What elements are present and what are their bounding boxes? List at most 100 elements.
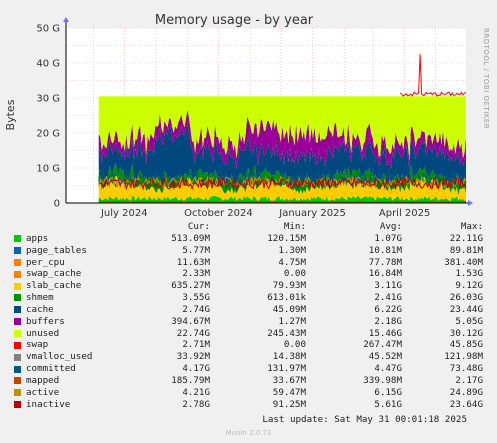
col-max: Max: xyxy=(460,221,483,232)
legend-max: 5.05G xyxy=(455,315,483,327)
legend-cur: 4.17G xyxy=(182,363,210,375)
legend-row-unused: unused 22.74G 245.43M 15.46G 30.12G xyxy=(14,328,486,340)
legend-min: 1.27M xyxy=(278,315,306,327)
legend-row-apps: apps 513.09M 120.15M 1.07G 22.11G xyxy=(14,233,486,245)
legend-max: 9.12G xyxy=(455,280,483,292)
legend-min: 245.43M xyxy=(267,327,306,339)
legend-cur: 2.33M xyxy=(182,268,210,280)
legend-table: Cur: Min: Avg: Max: apps 513.09M 120.15M 1.… xyxy=(14,221,486,411)
legend-name: apps xyxy=(26,232,49,244)
y-tick-label: 50 G xyxy=(36,24,60,35)
legend-max: 1.53G xyxy=(455,268,483,280)
legend-min: 45.09M xyxy=(272,303,306,315)
legend-cur: 2.71M xyxy=(182,339,210,351)
axes xyxy=(63,17,473,206)
y-tick-label: 40 G xyxy=(36,59,60,70)
legend-cur: 635.27M xyxy=(171,280,210,292)
x-tick-label: October 2024 xyxy=(184,208,253,219)
legend-swatch xyxy=(14,401,21,409)
legend-swatch xyxy=(14,341,21,349)
col-min: Min: xyxy=(283,221,306,232)
y-tick-label: 30 G xyxy=(36,94,60,105)
munin-version: Munin 2.0.73 xyxy=(225,429,272,437)
legend-avg: 1.07G xyxy=(374,232,402,244)
legend-swatch xyxy=(14,258,21,266)
legend-name: active xyxy=(26,386,60,398)
x-tick-labels: July 2024 October 2024 January 2025 April 2… xyxy=(100,208,430,219)
legend-avg: 6.15G xyxy=(374,386,402,398)
legend-swatch xyxy=(14,389,21,397)
legend-max: 381.40M xyxy=(444,256,483,268)
legend-swatch xyxy=(14,377,21,385)
legend-min: 1.30M xyxy=(278,244,306,256)
legend-cur: 394.67M xyxy=(171,315,210,327)
legend-avg: 2.41G xyxy=(374,292,402,304)
legend-max: 23.64G xyxy=(449,398,483,410)
area-buffers xyxy=(98,109,466,170)
legend-row-swap-cache: swap_cache 2.33M 0.00 16.84M 1.53G xyxy=(14,268,486,280)
legend-max: 45.85G xyxy=(449,339,483,351)
legend-cur: 22.74G xyxy=(176,327,210,339)
legend-max: 24.89G xyxy=(449,386,483,398)
legend-cur: 2.78G xyxy=(182,398,210,410)
legend-name: shmem xyxy=(26,292,54,304)
legend-swatch xyxy=(14,235,21,243)
legend-cur: 33.92M xyxy=(176,351,210,363)
legend-name: swap xyxy=(26,339,49,351)
legend-max: 26.03G xyxy=(449,292,483,304)
x-tick-label: July 2024 xyxy=(100,208,148,219)
legend-swatch xyxy=(14,306,21,314)
legend-max: 23.44G xyxy=(449,303,483,315)
legend-name: committed xyxy=(26,363,76,375)
legend-swatch xyxy=(14,282,21,290)
legend-swatch xyxy=(14,318,21,326)
y-tick-label: 0 xyxy=(54,199,60,210)
legend-avg: 10.81M xyxy=(368,244,402,256)
legend-min: 120.15M xyxy=(267,232,306,244)
legend-name: unused xyxy=(26,327,60,339)
legend-cur: 5.77M xyxy=(182,244,210,256)
legend-max: 2.17G xyxy=(455,374,483,386)
legend-min: 0.00 xyxy=(283,339,306,351)
legend-max: 89.81M xyxy=(449,244,483,256)
legend-min: 0.00 xyxy=(283,268,306,280)
legend-row-vmalloc-used: vmalloc_used 33.92M 14.38M 45.52M 121.98M xyxy=(14,351,486,363)
line-inactive xyxy=(98,176,467,191)
col-avg: Avg: xyxy=(379,221,402,232)
legend-min: 79.93M xyxy=(272,280,306,292)
legend-name: cache xyxy=(26,303,54,315)
legend-name: buffers xyxy=(26,315,65,327)
legend-cur: 513.09M xyxy=(171,232,210,244)
legend-row-page-tables: page_tables 5.77M 1.30M 10.81M 89.81M xyxy=(14,245,486,257)
legend-max: 121.98M xyxy=(444,351,483,363)
legend-avg: 339.98M xyxy=(363,374,402,386)
rrdtool-credit: RRDTOOL / TOBI OETIKER xyxy=(482,28,490,129)
legend-min: 4.75M xyxy=(278,256,306,268)
legend-avg: 15.46G xyxy=(368,327,402,339)
line-swap xyxy=(399,54,467,97)
legend-min: 91.25M xyxy=(272,398,306,410)
legend-row-swap: swap 2.71M 0.00 267.47M 45.85G xyxy=(14,339,486,351)
chart-title: Memory usage - by year xyxy=(155,13,314,28)
legend-row-per-cpu: per_cpu 11.63M 4.75M 77.78M 381.40M xyxy=(14,257,486,269)
legend-swatch xyxy=(14,365,21,373)
series-areas xyxy=(98,96,466,203)
legend-min: 613.01k xyxy=(267,292,306,304)
legend-header: Cur: Min: Avg: Max: xyxy=(14,221,486,233)
legend-swatch xyxy=(14,353,21,361)
legend-max: 73.48G xyxy=(449,363,483,375)
legend-swatch xyxy=(14,270,21,278)
legend-avg: 2.18G xyxy=(374,315,402,327)
legend-cur: 2.74G xyxy=(182,303,210,315)
legend-swatch xyxy=(14,294,21,302)
legend-avg: 16.84M xyxy=(368,268,402,280)
legend-min: 14.38M xyxy=(272,351,306,363)
last-update: Last update: Sat May 31 00:01:18 2025 xyxy=(262,414,467,425)
legend-avg: 45.52M xyxy=(368,351,402,363)
legend-row-buffers: buffers 394.67M 1.27M 2.18G 5.05G xyxy=(14,316,486,328)
legend-min: 59.47M xyxy=(272,386,306,398)
legend-avg: 3.11G xyxy=(374,280,402,292)
area-unused xyxy=(98,96,466,160)
legend-avg: 4.47G xyxy=(374,363,402,375)
